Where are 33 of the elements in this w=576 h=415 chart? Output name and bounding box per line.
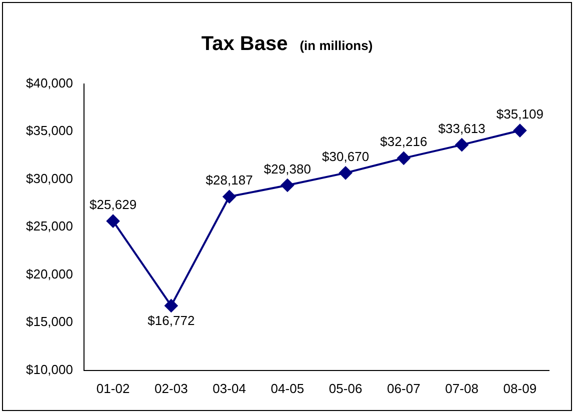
- data-label: $30,670: [322, 149, 370, 164]
- y-tick-label: $35,000: [26, 123, 73, 138]
- x-tick-label: 06-07: [387, 380, 420, 396]
- point: [280, 178, 294, 192]
- x-tick-label: 04-05: [270, 380, 304, 396]
- point: [513, 124, 526, 138]
- point: [222, 190, 236, 204]
- y-tick-label: $30,000: [26, 170, 73, 186]
- y-tick-label: $25,000: [26, 218, 73, 234]
- y-tick-label: $15,000: [26, 314, 73, 330]
- y-tick-label: $10,000: [26, 362, 73, 377]
- data-label: $16,772: [148, 312, 195, 328]
- x-tick-label: 03-04: [212, 380, 246, 396]
- chart-title: Tax Base: [201, 33, 288, 55]
- point: [397, 152, 410, 165]
- chart-subtitle: (in millions): [300, 38, 373, 53]
- data-label: $35,109: [496, 106, 544, 122]
- data-label: $25,629: [90, 197, 137, 212]
- y-tick-label: $40,000: [26, 75, 73, 90]
- x-tick-label: 07-08: [445, 380, 478, 396]
- x-tick-label: 08-09: [503, 380, 537, 396]
- x-tick-label: 01-02: [96, 380, 130, 396]
- data-label: $33,613: [438, 120, 486, 136]
- x-tick-label: 05-06: [328, 380, 362, 396]
- y-tick-label: $20,000: [26, 266, 73, 282]
- data-label: $28,187: [206, 172, 253, 188]
- point: [164, 299, 178, 312]
- point: [106, 214, 120, 228]
- point: [339, 166, 352, 180]
- data-label: $29,380: [264, 161, 311, 176]
- data-label: $32,216: [380, 134, 428, 150]
- x-tick-label: 02-03: [154, 380, 188, 396]
- point: [455, 138, 468, 152]
